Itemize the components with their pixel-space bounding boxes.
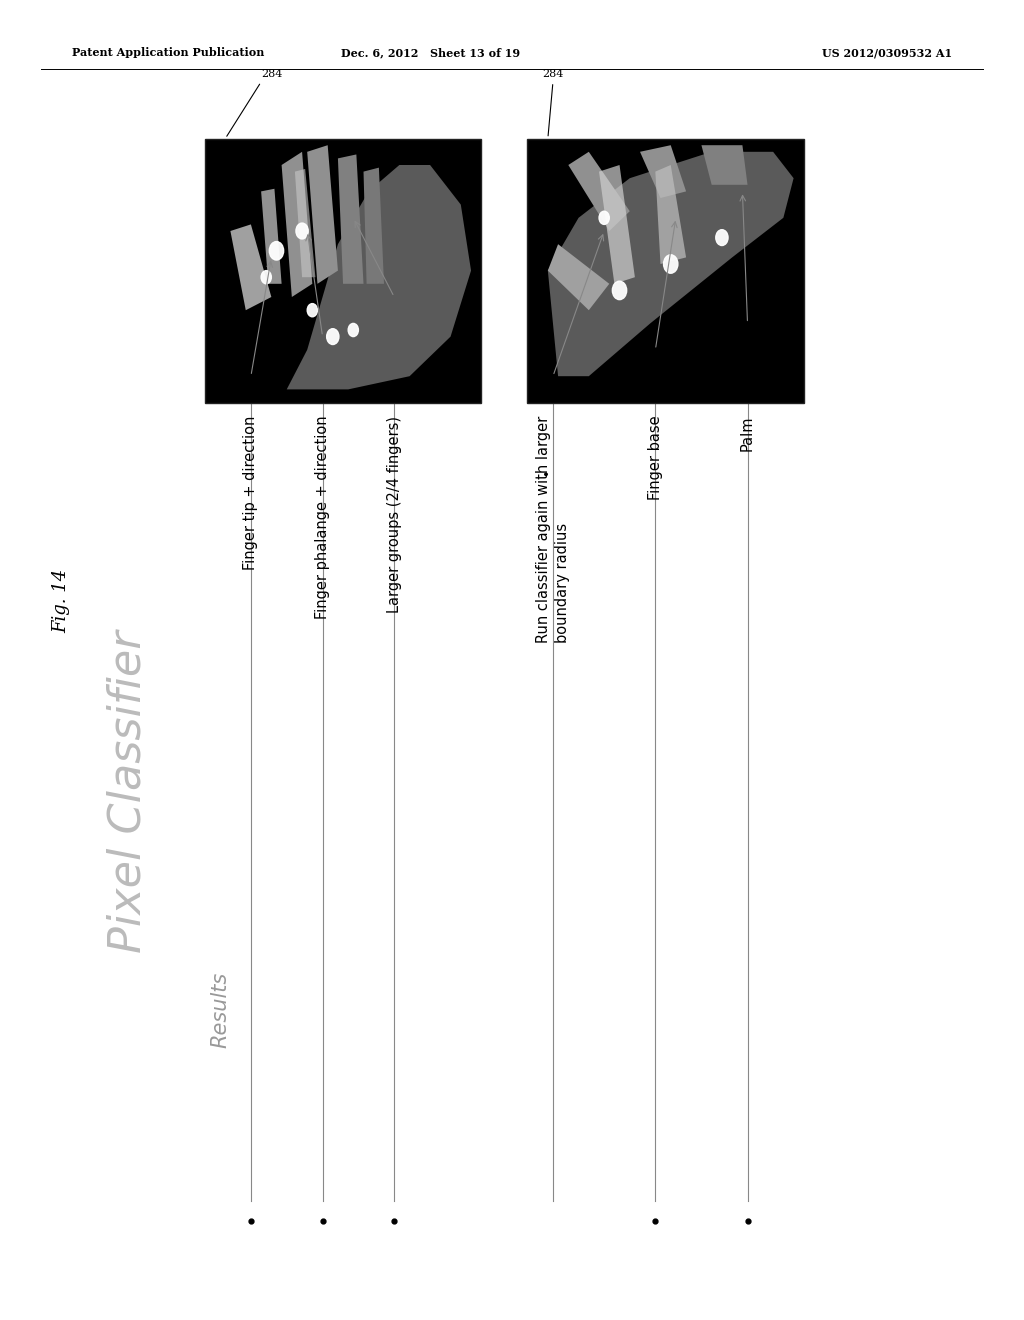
- Bar: [527, 139, 804, 403]
- Polygon shape: [295, 169, 315, 277]
- Circle shape: [664, 255, 678, 273]
- Polygon shape: [599, 165, 635, 284]
- Text: Larger groups (2/4 fingers): Larger groups (2/4 fingers): [387, 416, 401, 612]
- Text: •: •: [541, 469, 553, 477]
- Bar: [205, 139, 481, 403]
- Polygon shape: [364, 168, 384, 284]
- Polygon shape: [261, 189, 282, 284]
- Circle shape: [327, 329, 339, 345]
- Polygon shape: [568, 152, 630, 231]
- Polygon shape: [282, 152, 312, 297]
- Circle shape: [269, 242, 284, 260]
- Circle shape: [599, 211, 609, 224]
- Text: Dec. 6, 2012   Sheet 13 of 19: Dec. 6, 2012 Sheet 13 of 19: [341, 48, 519, 58]
- Text: Finger phalange + direction: Finger phalange + direction: [315, 416, 330, 619]
- Polygon shape: [548, 152, 794, 376]
- Circle shape: [716, 230, 728, 246]
- Text: Run classifier again with larger
boundary radius: Run classifier again with larger boundar…: [537, 416, 569, 643]
- Polygon shape: [307, 145, 338, 284]
- Text: Patent Application Publication: Patent Application Publication: [72, 48, 264, 58]
- Polygon shape: [701, 145, 748, 185]
- Circle shape: [261, 271, 271, 284]
- Text: Finger tip + direction: Finger tip + direction: [244, 416, 258, 570]
- Text: 284: 284: [261, 69, 283, 79]
- Polygon shape: [640, 145, 686, 198]
- Polygon shape: [338, 154, 364, 284]
- Text: Pixel Classifier: Pixel Classifier: [106, 631, 150, 953]
- Polygon shape: [256, 165, 471, 389]
- Polygon shape: [230, 224, 271, 310]
- Polygon shape: [548, 244, 609, 310]
- Circle shape: [612, 281, 627, 300]
- Circle shape: [296, 223, 308, 239]
- Circle shape: [348, 323, 358, 337]
- Text: 284: 284: [543, 69, 564, 79]
- Text: Finger base: Finger base: [648, 416, 663, 500]
- Text: US 2012/0309532 A1: US 2012/0309532 A1: [822, 48, 952, 58]
- Text: Fig. 14: Fig. 14: [52, 569, 71, 632]
- Circle shape: [307, 304, 317, 317]
- Polygon shape: [655, 165, 686, 264]
- Text: Palm: Palm: [740, 416, 755, 451]
- Text: Results: Results: [210, 972, 230, 1048]
